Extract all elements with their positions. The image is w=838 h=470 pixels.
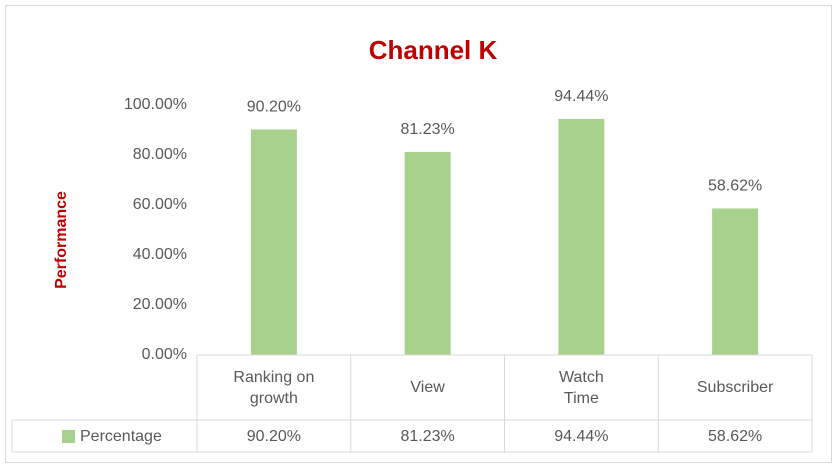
category-cell-text: Ranking on growth: [233, 368, 315, 407]
bar: [712, 208, 759, 355]
bar: [250, 129, 297, 355]
bar: [404, 151, 451, 355]
bar: [558, 118, 605, 356]
category-cell-text: Subscriber: [696, 379, 774, 396]
y-tick-label: 0.00%: [142, 346, 187, 363]
category-cell: Watch Time: [505, 355, 659, 420]
y-tick-label: 60.00%: [133, 196, 187, 213]
legend-label: Percentage: [80, 428, 162, 445]
legend-key: [62, 430, 75, 443]
table-value: 94.44%: [554, 427, 609, 445]
y-axis-label: Performance: [53, 191, 70, 289]
y-tick-label: 100.00%: [124, 96, 187, 113]
category-cell-text: Watch Time: [559, 368, 604, 407]
table-value: 58.62%: [707, 427, 763, 445]
category-cell-text: View: [410, 379, 445, 396]
y-tick-label: 20.00%: [133, 296, 187, 313]
y-tick-label: 80.00%: [133, 146, 187, 163]
table-value: 90.20%: [246, 427, 301, 445]
data-label: 81.23%: [400, 121, 454, 138]
category-cell: Subscriber: [658, 355, 812, 420]
data-label: 94.44%: [554, 88, 608, 105]
data-label: 58.62%: [708, 178, 762, 195]
y-tick-label: 40.00%: [133, 246, 187, 263]
chart-title: Channel K: [369, 35, 498, 65]
category-cell: View: [351, 355, 505, 420]
category-cell: Ranking on growth: [197, 355, 351, 420]
table-value: 81.23%: [400, 427, 455, 445]
data-label: 90.20%: [247, 99, 301, 116]
